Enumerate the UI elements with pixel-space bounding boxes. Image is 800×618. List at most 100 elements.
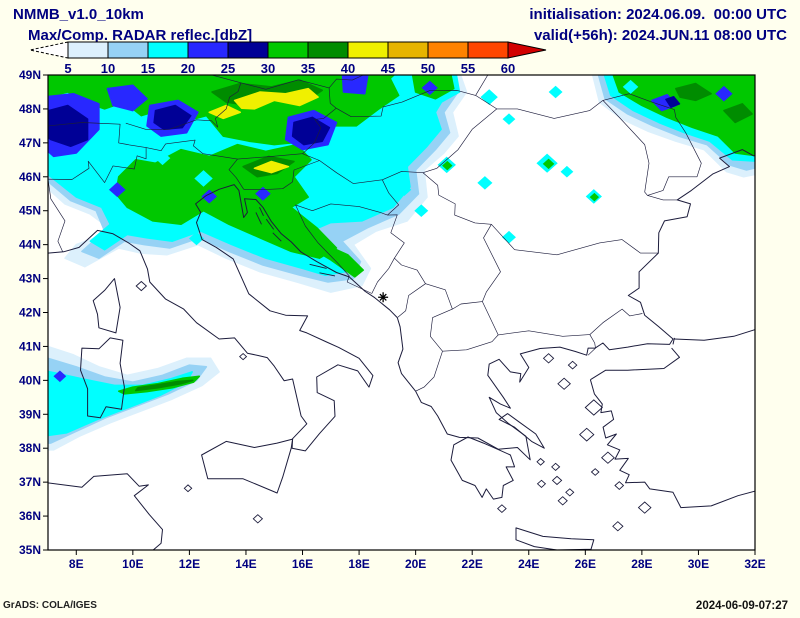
field-title: Max/Comp. RADAR reflec.[dbZ]	[28, 27, 253, 44]
small-island	[614, 481, 625, 491]
lon-tick-label: 24E	[518, 557, 539, 571]
country-border	[475, 75, 489, 96]
lat-tick-label: 48N	[19, 102, 41, 116]
lat-tick-label: 38N	[19, 441, 41, 455]
echo-region	[253, 160, 290, 174]
country-border	[482, 301, 499, 336]
small-island	[590, 468, 600, 476]
station-marker	[378, 292, 389, 303]
country-border	[295, 204, 372, 294]
colorbar-tick-label: 20	[181, 61, 195, 76]
lon-tick-label: 10E	[122, 557, 143, 571]
max-location-marker	[378, 292, 389, 303]
colorbar-legend: 5 10 15 20 25 30 35 40 45 50 55 60	[29, 41, 547, 76]
colorbar-tick-label: 5	[64, 61, 71, 76]
colorbar-segment	[107, 41, 149, 59]
colorbar-tick-label: 30	[261, 61, 275, 76]
echo-region	[233, 87, 319, 110]
colorbar-tick-label: 45	[381, 61, 395, 76]
echo-speck	[53, 370, 67, 383]
small-island	[319, 272, 336, 277]
echo-speck	[421, 80, 438, 96]
echo-speck	[622, 79, 639, 94]
country-border	[442, 334, 499, 352]
small-island	[536, 479, 547, 489]
country-border	[496, 100, 604, 119]
echo-speck	[108, 182, 126, 198]
lat-tick-label: 36N	[19, 509, 41, 523]
colorbar-segment	[387, 41, 429, 59]
lat-tick-label: 46N	[19, 170, 41, 184]
lon-tick-label: 28E	[631, 557, 652, 571]
small-island	[601, 451, 615, 464]
lat-tick-label: 49N	[19, 68, 41, 82]
echo-speck	[715, 85, 733, 102]
country-border	[295, 203, 388, 216]
lon-tick-label: 26E	[575, 557, 596, 571]
island-coastline	[498, 413, 545, 449]
small-island	[637, 501, 652, 514]
lat-tick-label: 44N	[19, 238, 41, 252]
country-border	[475, 95, 497, 110]
country-border	[589, 308, 643, 335]
small-island	[584, 399, 603, 416]
country-border	[422, 108, 498, 174]
country-border	[587, 334, 596, 356]
echo-region	[115, 143, 338, 259]
echo-speck	[194, 170, 213, 187]
echo-speck	[105, 153, 124, 170]
island-coastline	[92, 278, 121, 334]
country-border	[382, 179, 400, 216]
country-border	[387, 214, 426, 284]
small-island	[309, 263, 327, 269]
grads-credit: GrADS: COLA/IGES	[3, 600, 97, 611]
small-island	[536, 457, 545, 466]
country-border	[237, 153, 303, 160]
colorbar-tick-label: 10	[101, 61, 115, 76]
echo-region	[665, 95, 681, 108]
island-coastline	[201, 438, 294, 494]
colorbar-tick-label: 50	[421, 61, 435, 76]
echo-speck	[154, 151, 171, 166]
small-island	[239, 352, 248, 361]
colorbar-tick-label: 40	[341, 61, 355, 76]
lon-tick-label: 12E	[179, 557, 200, 571]
coastline	[674, 329, 755, 341]
echo-speck	[201, 189, 218, 204]
country-border	[382, 171, 424, 181]
country-border	[429, 308, 453, 352]
lat-tick-label: 35N	[19, 543, 41, 557]
small-island	[557, 377, 571, 390]
small-island	[551, 462, 561, 472]
small-island	[567, 360, 578, 370]
echo-speck	[502, 113, 516, 125]
country-border	[602, 93, 702, 196]
echo-speck	[397, 183, 412, 196]
country-border	[48, 122, 147, 148]
echo-speck	[381, 149, 397, 164]
echo-region	[134, 379, 194, 392]
country-border	[452, 301, 483, 310]
small-island	[542, 353, 555, 364]
small-island	[255, 212, 262, 225]
lat-tick-label: 39N	[19, 407, 41, 421]
echo-speck	[414, 204, 429, 217]
colorbar-tick-label: 60	[501, 61, 515, 76]
echo-speck	[332, 158, 350, 175]
echo-speck	[442, 160, 453, 171]
echo-speck	[548, 85, 563, 99]
country-border	[498, 330, 590, 337]
country-border	[48, 179, 66, 252]
colorbar-segment	[187, 41, 229, 59]
small-island	[252, 514, 264, 524]
small-island	[272, 232, 282, 242]
country-border	[397, 283, 453, 318]
lat-tick-label: 40N	[19, 373, 41, 387]
colorbar-segment	[227, 41, 269, 59]
echo-speck	[403, 133, 417, 146]
lon-tick-label: 14E	[235, 557, 256, 571]
valid-time: valid(+56h): 2024.JUN.11 08:00 UTC	[533, 27, 787, 44]
lat-tick-label: 47N	[19, 136, 41, 150]
radar-echoes	[48, 75, 755, 451]
small-island	[579, 427, 595, 442]
